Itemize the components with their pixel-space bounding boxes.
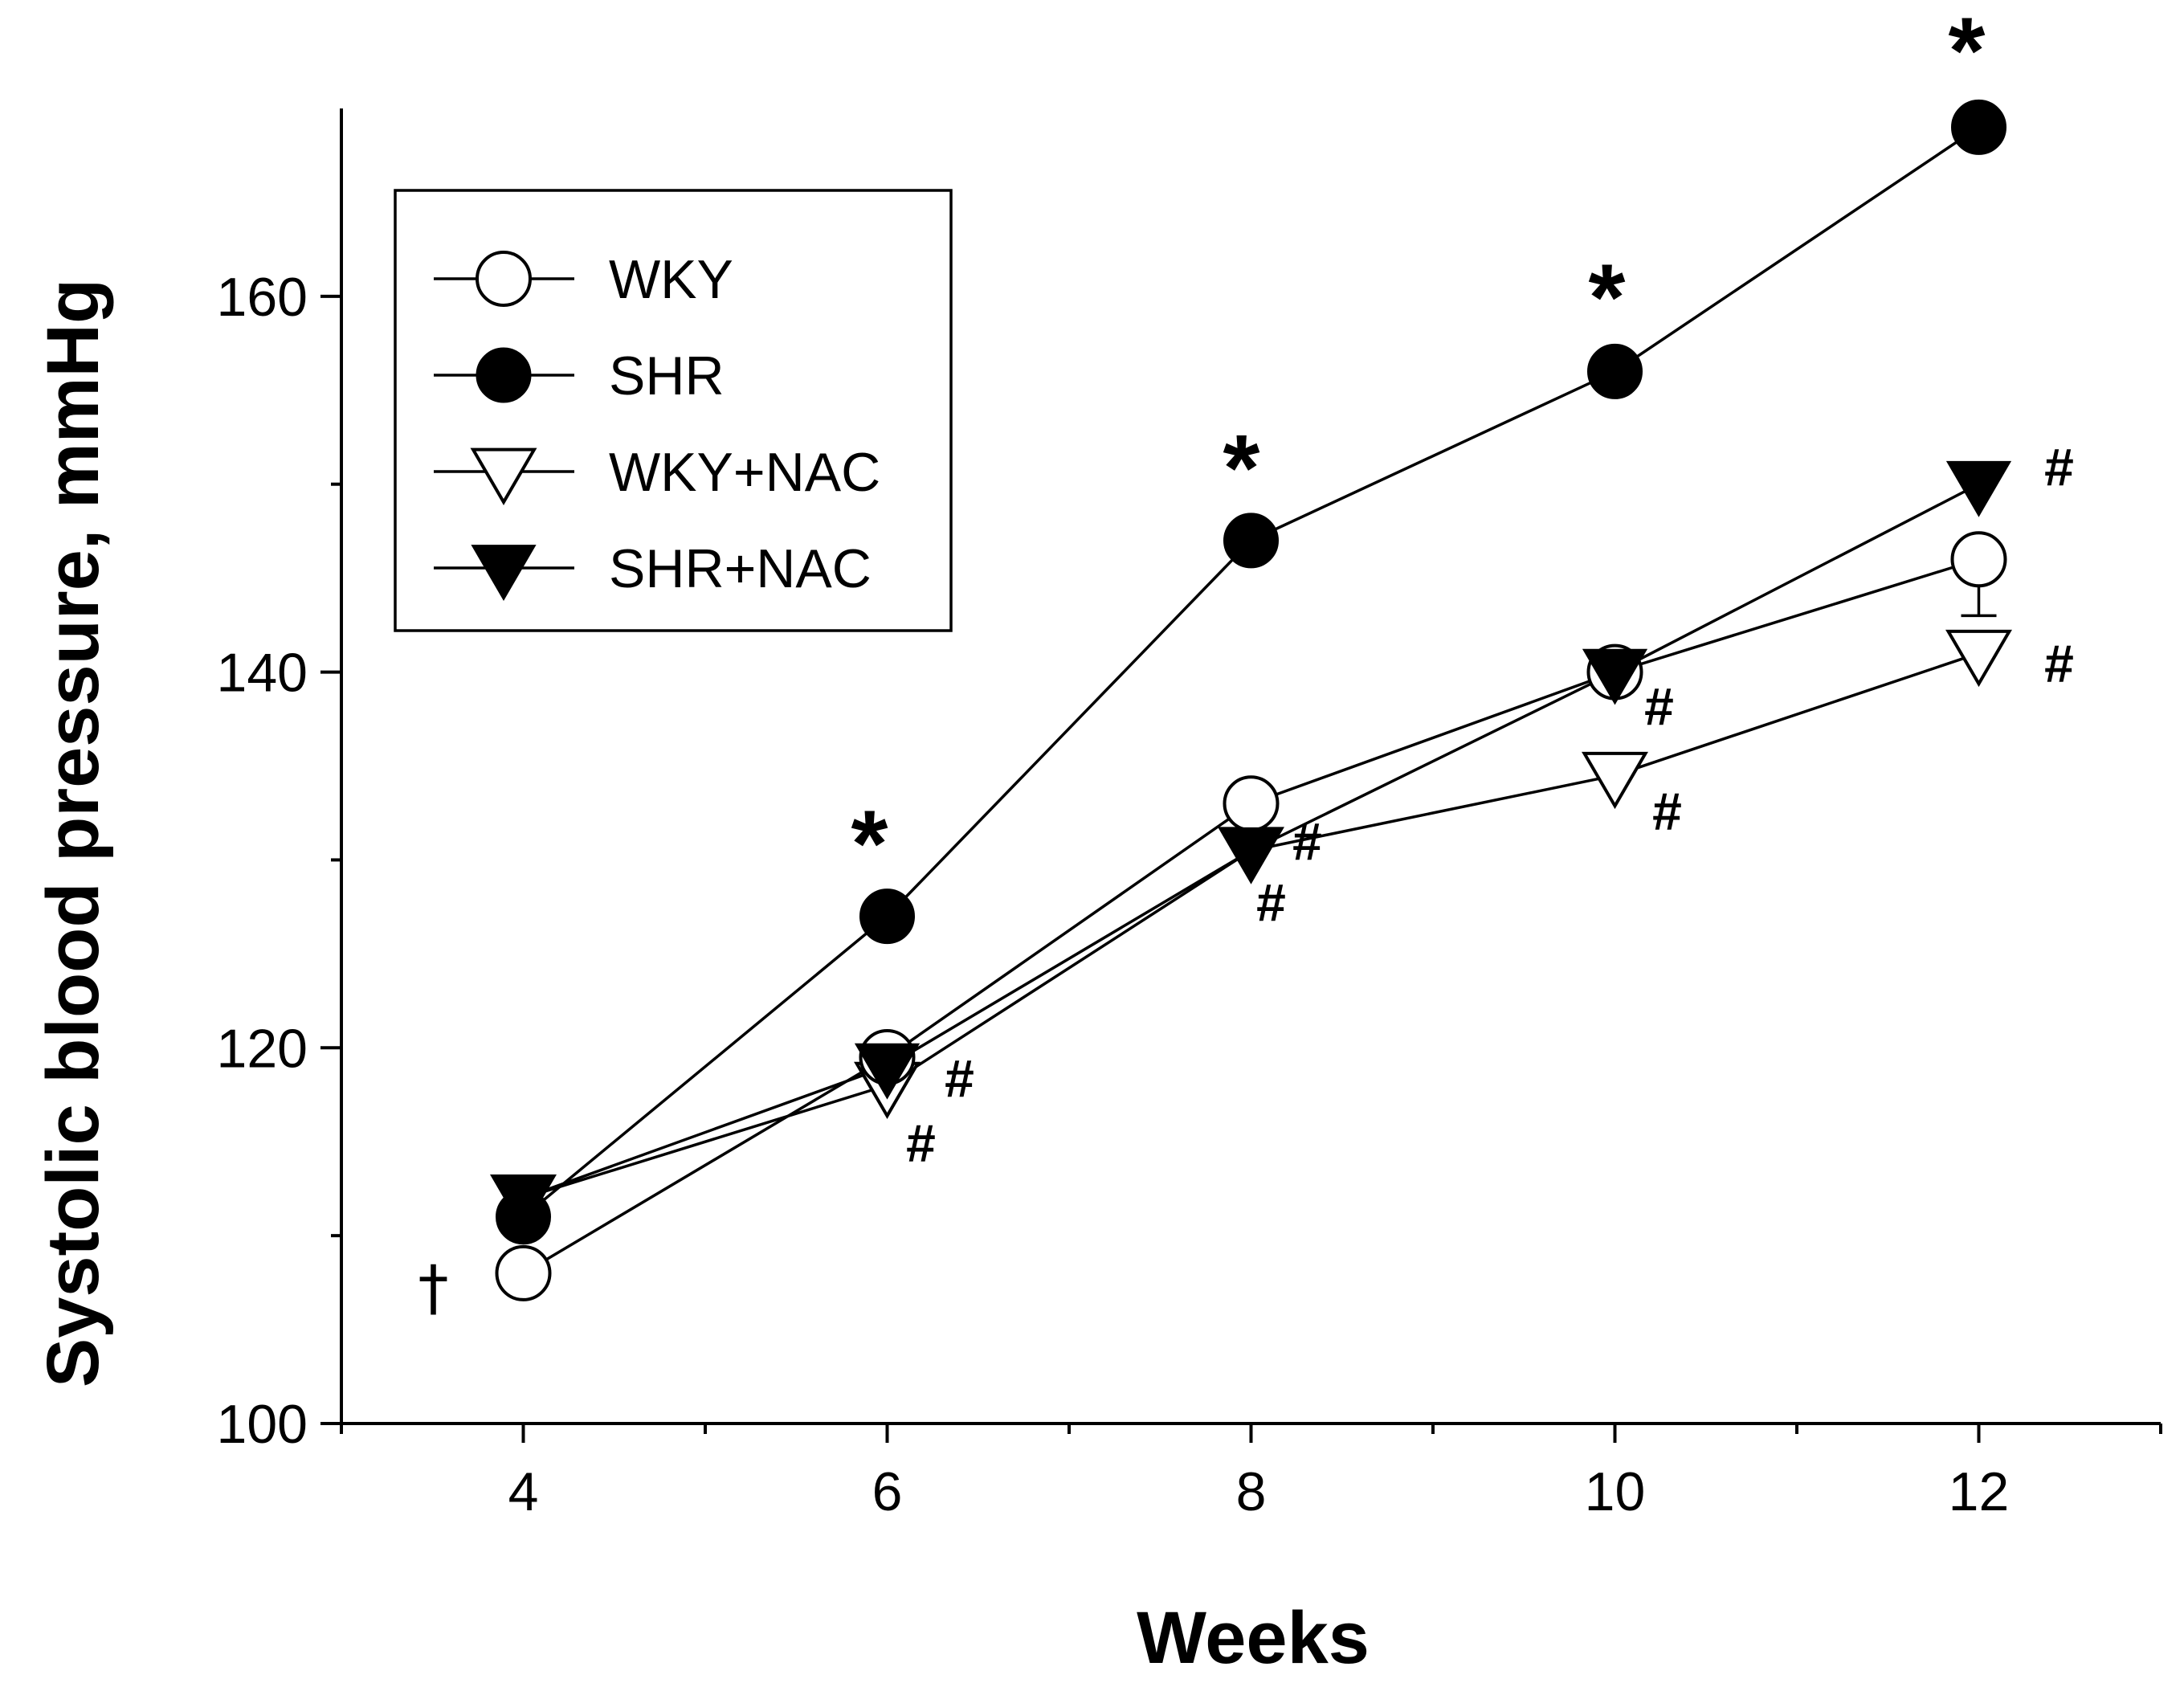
series-line-wky — [522, 558, 1980, 1275]
data-point-shr-nac — [1218, 827, 1284, 884]
legend-item-wky: WKY — [434, 249, 733, 310]
x-axis-title: Weeks — [1137, 1597, 1370, 1679]
significance-star: * — [1949, 0, 1986, 104]
x-tick-label: 8 — [1236, 1461, 1267, 1522]
x-tick-label: 4 — [508, 1461, 539, 1522]
y-axis-title: Systolic blood pressure, mmHg — [32, 279, 114, 1387]
data-point-shr-nac — [854, 1043, 921, 1100]
significance-hash: # — [1292, 812, 1322, 872]
data-point-wky — [495, 1244, 552, 1301]
data-point-shr-nac — [1582, 648, 1648, 705]
legend-marker — [471, 545, 537, 601]
data-point-wky — [1223, 775, 1280, 832]
significance-hash: # — [1256, 873, 1286, 933]
y-tick-label: 160 — [217, 267, 308, 328]
annotations: ****########† — [418, 0, 2074, 1323]
x-tick-label: 10 — [1585, 1461, 1646, 1522]
series-markers — [490, 99, 2012, 1301]
x-tick-label: 12 — [1949, 1461, 2010, 1522]
data-point-shr — [1587, 343, 1643, 399]
significance-star: * — [851, 791, 888, 897]
legend-marker — [470, 447, 537, 505]
x-tick-label: 6 — [872, 1461, 903, 1522]
legend-label: WKY — [609, 249, 733, 310]
data-point-wky-nac — [1582, 751, 1648, 810]
legend-label: SHR+NAC — [609, 538, 872, 599]
data-point-shr — [1951, 99, 2006, 155]
significance-star: * — [1589, 244, 1626, 350]
significance-hash: # — [945, 1049, 974, 1109]
data-point-shr — [859, 888, 915, 945]
series-layer — [490, 99, 2012, 1301]
y-tick-label: 120 — [217, 1018, 308, 1079]
data-point-shr — [496, 1189, 551, 1245]
data-point-wky-nac — [1945, 629, 2012, 688]
significance-hash: # — [1644, 677, 1674, 737]
ticks: 100 120 140 160 4 6 8 10 12 — [217, 267, 2162, 1522]
significance-hash: # — [906, 1113, 936, 1173]
y-tick-label: 140 — [217, 643, 308, 704]
significance-hash: # — [1652, 782, 1682, 841]
data-point-shr — [1223, 513, 1279, 569]
legend-item-shr: SHR — [434, 345, 725, 406]
significance-hash: # — [2044, 634, 2074, 693]
series-line-wky-nac — [522, 652, 1980, 1200]
legend-label: SHR — [609, 345, 725, 406]
legend-label: WKY+NAC — [609, 442, 880, 503]
legend-item-shr-nac: SHR+NAC — [434, 538, 872, 601]
significance-star: * — [1223, 415, 1260, 521]
significance-hash: # — [2044, 438, 2074, 497]
y-tick-label: 100 — [217, 1394, 308, 1455]
legend-marker — [476, 251, 532, 307]
legend-marker — [476, 347, 532, 403]
legend-item-wky-nac: WKY+NAC — [434, 442, 880, 505]
data-point-shr-nac — [1945, 460, 2012, 517]
data-point-wky — [1950, 531, 2007, 588]
significance-dagger: † — [418, 1252, 449, 1323]
legend: WKY SHR WKY+NAC SHR+NAC — [394, 189, 953, 632]
